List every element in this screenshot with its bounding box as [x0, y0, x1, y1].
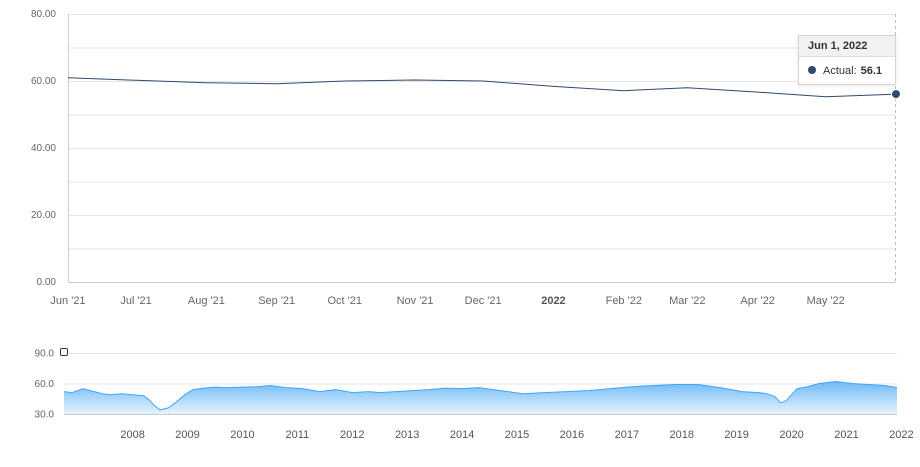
nav-x-tick-label: 2014 — [450, 429, 474, 441]
data-point — [344, 80, 346, 82]
series-marker-icon — [808, 66, 816, 75]
data-point — [552, 85, 554, 87]
nav-x-tick-label: 2011 — [286, 429, 310, 441]
tooltip-series-label: Actual: — [823, 65, 857, 77]
data-point — [414, 79, 416, 81]
nav-x-tick-label: 2018 — [670, 429, 694, 441]
data-point — [276, 82, 278, 84]
nav-x-tick-label: 2008 — [120, 429, 144, 441]
x-tick-label: Oct '21 — [327, 295, 362, 307]
nav-x-tick-label: 2012 — [340, 429, 364, 441]
nav-x-tick-label: 2019 — [724, 429, 748, 441]
nav-y-tick-label: 90.0 — [35, 349, 55, 360]
data-point — [686, 87, 688, 89]
nav-x-tick-label: 2021 — [834, 429, 858, 441]
x-tick-label: Nov '21 — [397, 295, 434, 307]
x-tick-label: Sep '21 — [258, 295, 295, 307]
nav-x-tick-label: 2022 — [889, 429, 913, 441]
main-x-ticks: Jun '21 Jul '21 Aug '21 Sep '21 Oct '21 Nov '… — [50, 295, 844, 307]
navigator-handle[interactable] — [60, 348, 68, 356]
y-tick-label: 20.00 — [31, 210, 56, 221]
y-tick-label: 40.00 — [31, 143, 56, 154]
data-point — [623, 90, 625, 92]
nav-y-tick-label: 60.0 — [35, 379, 55, 390]
navigator-y-ticks: 30.0 60.0 90.0 — [35, 349, 55, 421]
data-point — [824, 96, 826, 98]
navigator-x-ticks: 2008 2009 2010 2011 2012 2013 2014 2015 2016 2017… — [120, 429, 913, 441]
x-tick-label: Aug '21 — [188, 295, 225, 307]
y-tick-label: 80.00 — [31, 9, 56, 20]
nav-x-tick-label: 2016 — [560, 429, 584, 441]
x-tick-label: Dec '21 — [465, 295, 502, 307]
main-series — [67, 76, 901, 100]
nav-x-tick-label: 2017 — [615, 429, 639, 441]
tooltip-row: Actual: 56.1 — [799, 57, 895, 85]
data-point — [135, 79, 137, 81]
data-point — [67, 76, 69, 78]
nav-x-tick-label: 2013 — [395, 429, 419, 441]
nav-area — [64, 381, 897, 414]
x-tick-label: Feb '22 — [606, 295, 642, 307]
x-tick-label: Mar '22 — [669, 295, 705, 307]
nav-x-tick-label: 2010 — [230, 429, 254, 441]
tooltip-date: Jun 1, 2022 — [799, 36, 895, 57]
navigator-gridlines — [64, 353, 897, 415]
tooltip-value: 56.1 — [860, 65, 883, 77]
x-tick-label: Jul '21 — [120, 295, 151, 307]
nav-y-tick-label: 30.0 — [35, 410, 55, 421]
x-tick-label: Jun '21 — [50, 295, 85, 307]
tooltip: Jun 1, 2022 Actual: 56.1 — [798, 35, 896, 85]
x-tick-label: May '22 — [807, 295, 845, 307]
series-line — [67, 77, 897, 98]
navigator-series — [63, 380, 898, 414]
nav-x-tick-label: 2009 — [175, 429, 199, 441]
active-point — [891, 89, 901, 100]
data-point — [482, 80, 484, 82]
nav-x-tick-label: 2015 — [505, 429, 529, 441]
x-tick-label: Apr '22 — [740, 295, 775, 307]
nav-line — [63, 380, 898, 411]
nav-x-tick-label: 2020 — [779, 429, 803, 441]
y-tick-label: 0.00 — [37, 277, 57, 288]
main-gridlines — [68, 14, 896, 283]
main-y-ticks: 0.00 20.00 40.00 60.00 80.00 — [31, 9, 56, 288]
x-tick-label: 2022 — [541, 295, 565, 307]
data-point — [756, 91, 758, 93]
y-tick-label: 60.00 — [31, 76, 56, 87]
data-point — [205, 81, 207, 83]
